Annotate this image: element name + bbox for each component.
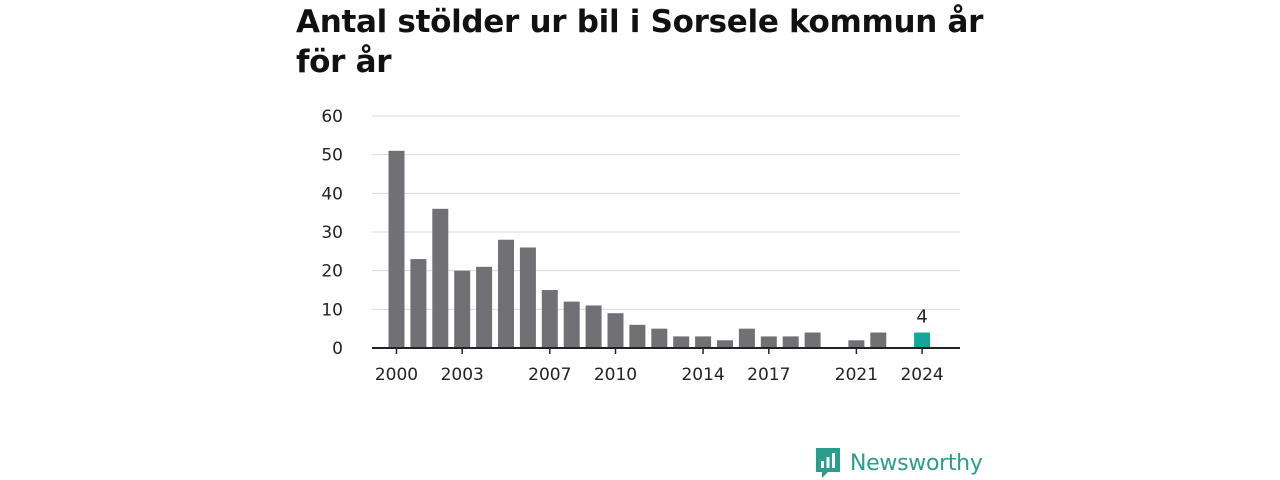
- bar-2018: [782, 336, 799, 348]
- bar-2011: [629, 324, 646, 348]
- brand-logo: Newsworthy: [814, 446, 983, 480]
- bar-2000: [388, 150, 405, 348]
- data-labels: 4: [916, 307, 927, 328]
- bar-2013: [673, 336, 690, 348]
- bar-2012: [651, 328, 668, 348]
- x-tick-label: 2024: [900, 365, 943, 385]
- bar-2014: [695, 336, 712, 348]
- newsworthy-logo-icon: [816, 448, 840, 478]
- bar-2021: [848, 340, 865, 348]
- y-tick-label: 0: [332, 339, 343, 359]
- x-tick-label: 2007: [528, 365, 571, 385]
- y-tick-label: 40: [321, 184, 343, 204]
- bar-2016: [738, 328, 755, 348]
- bar-2004: [476, 266, 493, 348]
- x-tick-label: 2000: [375, 365, 418, 385]
- bar-2015: [717, 340, 733, 348]
- x-axis: 2000 2003 2007 2010 2014 2017 2021 2024: [372, 347, 960, 385]
- x-tick-label: 2014: [681, 365, 724, 385]
- bar-2022: [870, 332, 887, 348]
- brand-name: Newsworthy: [850, 450, 983, 476]
- bar-2003: [454, 270, 471, 348]
- x-tick-label: 2003: [441, 365, 484, 385]
- bar-2017: [760, 336, 777, 348]
- y-tick-label: 60: [321, 107, 343, 127]
- bar-2005: [498, 239, 514, 348]
- bar-2008: [563, 301, 580, 348]
- y-tick-label: 30: [321, 223, 343, 243]
- x-tick-label: 2010: [594, 365, 637, 385]
- bar-2002: [432, 208, 449, 348]
- x-tick-label: 2017: [747, 365, 790, 385]
- bar-2010: [607, 313, 624, 348]
- bar-2009: [585, 305, 602, 348]
- y-axis: 0 10 20 30 40 50 60: [321, 107, 343, 359]
- x-tick-label: 2021: [835, 365, 878, 385]
- bars: [388, 150, 931, 348]
- y-tick-label: 10: [321, 300, 343, 320]
- bar-2001: [410, 259, 427, 348]
- y-tick-label: 20: [321, 262, 343, 282]
- chart-title: Antal stölder ur bil i Sorsele kommun år…: [296, 4, 984, 80]
- data-label-2024: 4: [916, 307, 927, 328]
- bar-2006: [519, 247, 536, 348]
- y-tick-label: 50: [321, 146, 343, 166]
- bar-2007: [541, 290, 558, 348]
- bar-2024: [914, 332, 931, 348]
- bar-2019: [804, 332, 821, 348]
